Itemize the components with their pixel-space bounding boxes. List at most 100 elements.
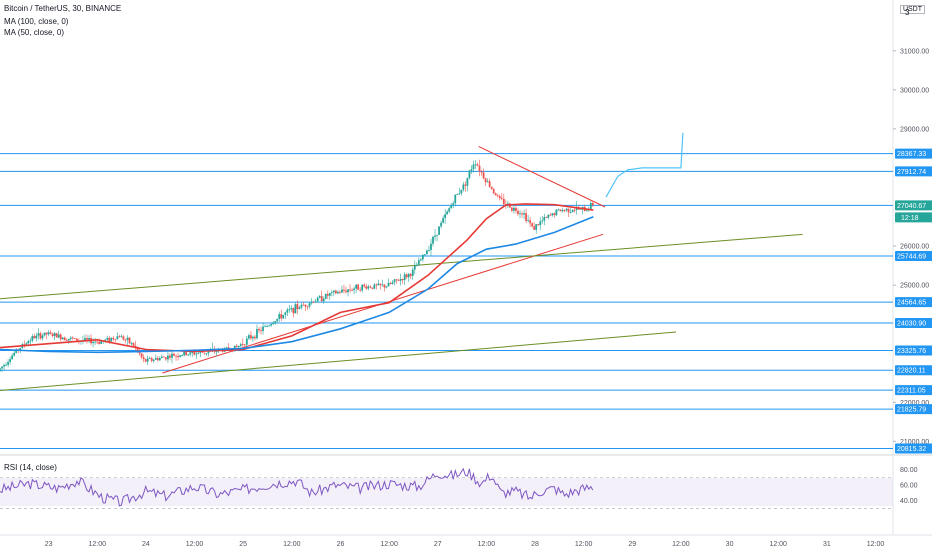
candle-body xyxy=(375,284,378,286)
level-price-label: 25744.69 xyxy=(897,254,926,261)
level-price-tag xyxy=(895,148,932,159)
candle-body xyxy=(515,207,517,211)
candle-body xyxy=(537,224,540,226)
candle-body xyxy=(381,284,384,286)
candle-body xyxy=(466,177,469,186)
candle-body xyxy=(571,209,574,213)
candle-body xyxy=(288,309,291,311)
level-price-tag xyxy=(895,443,932,454)
level-price-label: 28367.33 xyxy=(897,151,926,158)
candle-body xyxy=(15,349,18,353)
ma100-legend[interactable]: MA (100, close, 0) xyxy=(4,17,69,26)
candle-body xyxy=(264,326,266,328)
rsi-legend[interactable]: RSI (14, close) xyxy=(4,463,57,472)
level-price-label: 23325.76 xyxy=(897,348,926,355)
level-price-label: 21825.79 xyxy=(897,407,926,414)
candle-body xyxy=(47,332,50,335)
candle-body xyxy=(55,333,58,338)
candle-body xyxy=(460,189,463,194)
candle-body xyxy=(146,358,149,362)
candle-body xyxy=(0,368,1,372)
candle-body xyxy=(237,345,240,348)
x-tick-label: 12:00 xyxy=(283,541,301,548)
candle-body xyxy=(462,184,465,190)
candle-body xyxy=(252,336,254,339)
candle-body xyxy=(124,339,127,341)
ma100-line xyxy=(0,203,594,353)
candle-body xyxy=(525,213,527,221)
candle-body xyxy=(140,353,143,358)
candle-body xyxy=(442,218,445,223)
candle-body xyxy=(478,165,481,172)
x-tick-label: 12:00 xyxy=(575,541,593,548)
candle-body xyxy=(245,338,248,345)
candle-body xyxy=(450,204,453,209)
y-tick-label: 30000.00 xyxy=(900,87,929,94)
candle-body xyxy=(150,358,153,361)
candle-body xyxy=(110,337,113,342)
candle-body xyxy=(535,224,538,230)
level-price-label: 27040.67 xyxy=(897,203,926,210)
candle-body xyxy=(203,352,206,354)
candle-body xyxy=(446,211,449,215)
candle-body xyxy=(341,289,343,293)
candle-body xyxy=(177,355,179,358)
y-tick-label: 26000.00 xyxy=(900,244,929,251)
candle-body xyxy=(25,343,28,345)
rsi-tick-label: 80.00 xyxy=(900,467,918,474)
candle-body xyxy=(274,321,277,324)
candle-body xyxy=(521,213,523,215)
candle-body xyxy=(561,210,564,212)
candle-body xyxy=(53,333,56,336)
candle-body xyxy=(179,355,181,358)
currency-badge[interactable]: USDT xyxy=(899,5,925,14)
candle-body xyxy=(43,332,46,336)
candle-body xyxy=(476,164,479,166)
candle-body xyxy=(557,209,560,211)
candle-body xyxy=(272,323,275,325)
candle-body xyxy=(334,290,337,294)
candle-body xyxy=(235,345,238,348)
candle-body xyxy=(247,335,250,339)
level-price-tag xyxy=(895,251,932,262)
candle-body xyxy=(183,351,186,356)
candle-body xyxy=(519,213,521,215)
candle-body xyxy=(9,359,12,363)
candle-body xyxy=(428,249,430,251)
ma50-legend[interactable]: MA (50, close, 0) xyxy=(4,28,65,37)
candle-body xyxy=(94,341,96,343)
candle-body xyxy=(41,335,44,339)
x-tick-label: 12:00 xyxy=(380,541,398,548)
candle-body xyxy=(426,250,428,255)
x-tick-label: 23 xyxy=(45,541,53,548)
candle-body xyxy=(158,357,161,361)
candle-body xyxy=(320,296,323,302)
candle-body xyxy=(286,309,289,313)
level-price-tag xyxy=(895,166,932,177)
candle-body xyxy=(349,289,351,291)
candle-body xyxy=(13,352,16,356)
candle-body xyxy=(306,306,309,308)
candle-body xyxy=(531,223,534,227)
candle-body xyxy=(424,254,426,256)
candle-body xyxy=(7,362,9,365)
candle-body xyxy=(49,332,52,334)
candle-body xyxy=(500,198,503,199)
candle-body xyxy=(207,351,210,354)
level-price-label: 24564.65 xyxy=(897,300,926,307)
candle-body xyxy=(270,324,273,326)
candle-body xyxy=(490,186,493,189)
candle-body xyxy=(417,260,420,266)
candle-body xyxy=(436,234,438,236)
candle-body xyxy=(553,213,556,216)
candle-body xyxy=(308,303,311,307)
candle-body xyxy=(573,209,576,211)
candle-body xyxy=(448,208,451,212)
candle-body xyxy=(118,336,121,338)
level-price-tag xyxy=(895,365,932,376)
candle-body xyxy=(415,265,418,267)
candle-body xyxy=(11,355,14,360)
level-price-tag xyxy=(895,345,932,356)
